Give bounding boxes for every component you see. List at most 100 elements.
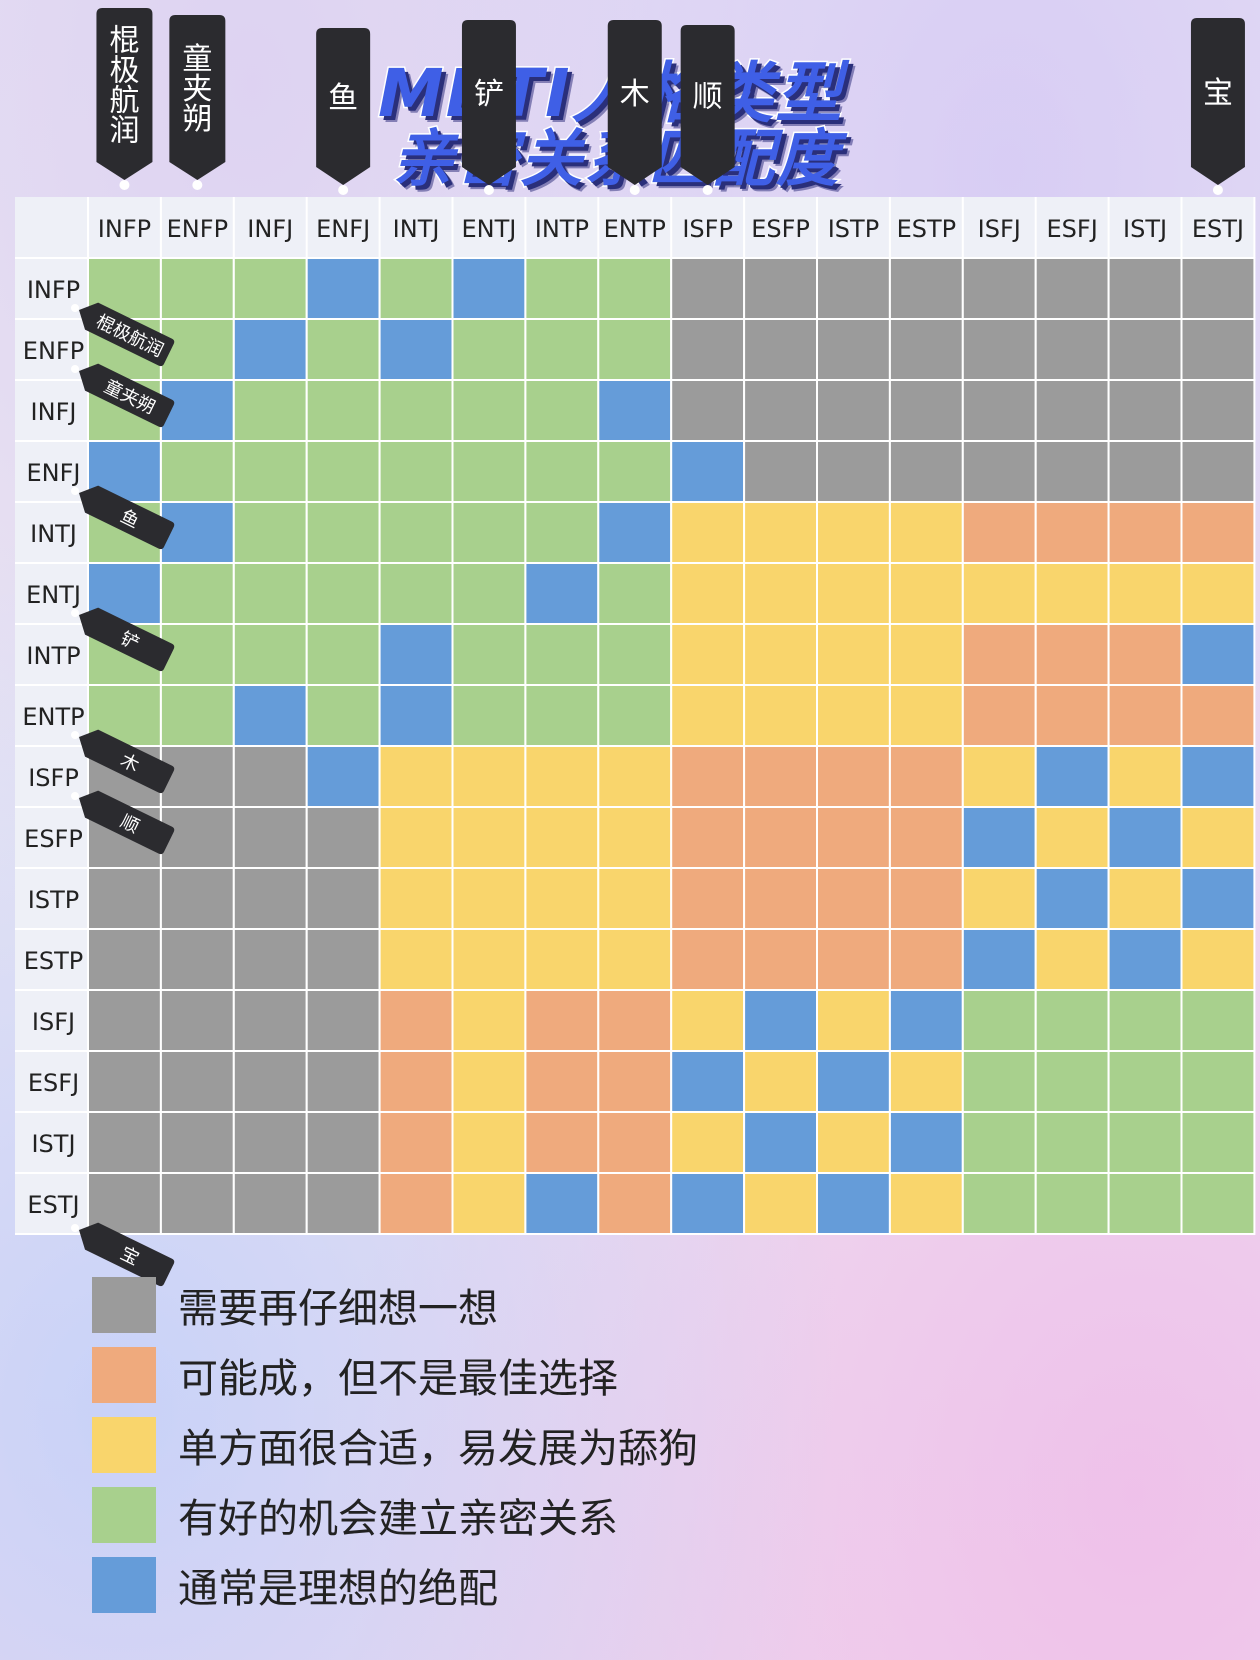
column-label: INTJ: [393, 215, 440, 243]
column-tag-dot: [629, 185, 640, 195]
row-tag-shape: [79, 363, 175, 428]
row-tag-dot: [71, 609, 79, 617]
row-tag: 木: [79, 729, 175, 794]
heatmap-cell: [670, 1172, 746, 1235]
heatmap-cell: [1034, 562, 1110, 625]
heatmap-cell: [670, 1050, 746, 1113]
column-tag-dot: [192, 180, 203, 190]
row-tag-shape: [79, 302, 175, 367]
heatmap-cell: [305, 440, 381, 503]
heatmap-cell: [816, 806, 891, 869]
heatmap-cell: [888, 867, 964, 930]
heatmap-cell: [451, 1111, 527, 1174]
heatmap-cell: [1107, 501, 1183, 564]
heatmap-cell: [232, 257, 308, 320]
heatmap-cell: [597, 806, 673, 869]
column-label: ENTJ: [462, 215, 517, 243]
row-label: ISTP: [28, 886, 79, 914]
heatmap-cell: [232, 440, 308, 503]
column-label: ISFP: [682, 215, 733, 243]
column-tag: 顺: [680, 25, 735, 185]
heatmap-cell: [888, 1050, 964, 1113]
heatmap-cell: [1107, 257, 1183, 320]
heatmap-cell: [961, 562, 1037, 625]
legend-swatch: [92, 1417, 156, 1473]
heatmap-cell: [232, 989, 308, 1052]
heatmap-cell: [1107, 928, 1183, 991]
row-label: ENFP: [23, 337, 84, 365]
heatmap-cell: [87, 1111, 162, 1174]
heatmap-cell: [743, 379, 818, 442]
heatmap-cell: [232, 318, 308, 381]
heatmap-cell: [159, 1172, 235, 1235]
heatmap-cell: [159, 623, 235, 686]
heatmap-cell: [1034, 806, 1110, 869]
column-tag-shape: [96, 8, 153, 180]
heatmap-cell: [378, 623, 454, 686]
heatmap-cell: [305, 928, 381, 991]
row-tag-dot: [71, 792, 79, 800]
heatmap-cell: [524, 318, 600, 381]
heatmap-cell: [524, 501, 600, 564]
heatmap-cell: [159, 1111, 235, 1174]
heatmap-cell: [305, 379, 381, 442]
heatmap-cell: [961, 440, 1037, 503]
row-tag-dot: [71, 304, 79, 312]
heatmap-cell: [1180, 501, 1256, 564]
column-tag-text: 顺: [693, 80, 723, 115]
heatmap-cell: [888, 989, 964, 1052]
column-tag: 宝: [1190, 18, 1245, 185]
heatmap-cell: [670, 501, 746, 564]
heatmap-cell: [378, 989, 454, 1052]
column-tag-shape: [169, 15, 226, 180]
row-label: ENFJ: [27, 459, 81, 487]
heatmap-cell: [305, 684, 381, 747]
heatmap-cell: [597, 379, 673, 442]
heatmap-cell: [159, 257, 235, 320]
heatmap-cell: [961, 928, 1037, 991]
heatmap-cell: [670, 623, 746, 686]
heatmap-cell: [524, 379, 600, 442]
column-label: ENTP: [604, 215, 666, 243]
heatmap-cell: [670, 1111, 746, 1174]
heatmap-cell: [816, 318, 891, 381]
heatmap-cell: [961, 1172, 1037, 1235]
heatmap-cell: [451, 928, 527, 991]
row-label: INFP: [27, 276, 80, 304]
heatmap-cell: [524, 989, 600, 1052]
heatmap-cell: [961, 379, 1037, 442]
heatmap-cell: [232, 684, 308, 747]
heatmap-cell: [743, 1172, 818, 1235]
heatmap-cell: [1180, 379, 1256, 442]
heatmap-cell: [597, 257, 673, 320]
heatmap-cell: [888, 623, 964, 686]
heatmap-cell: [816, 1172, 891, 1235]
heatmap-cell: [305, 562, 381, 625]
legend-item: 可能成，但不是最佳选择: [92, 1345, 618, 1405]
heatmap-cell: [1034, 379, 1110, 442]
heatmap-cell: [1107, 623, 1183, 686]
column-label: INFP: [98, 215, 151, 243]
row-label: ENTP: [22, 703, 84, 731]
heatmap-cell: [1107, 684, 1183, 747]
heatmap-cell: [1034, 684, 1110, 747]
heatmap-cell: [597, 318, 673, 381]
heatmap-cell: [524, 745, 600, 808]
heatmap-cell: [305, 257, 381, 320]
heatmap-cell: [1180, 440, 1256, 503]
legend-label: 需要再仔细想一想: [178, 1286, 498, 1332]
heatmap-cell: [743, 623, 818, 686]
heatmap-cell: [816, 1111, 891, 1174]
column-tag: 鱼: [316, 28, 371, 185]
legend-label: 单方面很合适，易发展为舔狗: [178, 1426, 698, 1472]
row-tag-dot: [71, 487, 79, 495]
column-label: ESTJ: [1192, 215, 1244, 243]
heatmap-cell: [232, 501, 308, 564]
heatmap-cell: [1180, 1111, 1256, 1174]
heatmap-cell: [888, 1172, 964, 1235]
heatmap-cell: [378, 562, 454, 625]
heatmap-cell: [1034, 623, 1110, 686]
row-tag-shape: [79, 607, 175, 672]
heatmap-cell: [1180, 623, 1256, 686]
heatmap-cell: [1107, 318, 1183, 381]
